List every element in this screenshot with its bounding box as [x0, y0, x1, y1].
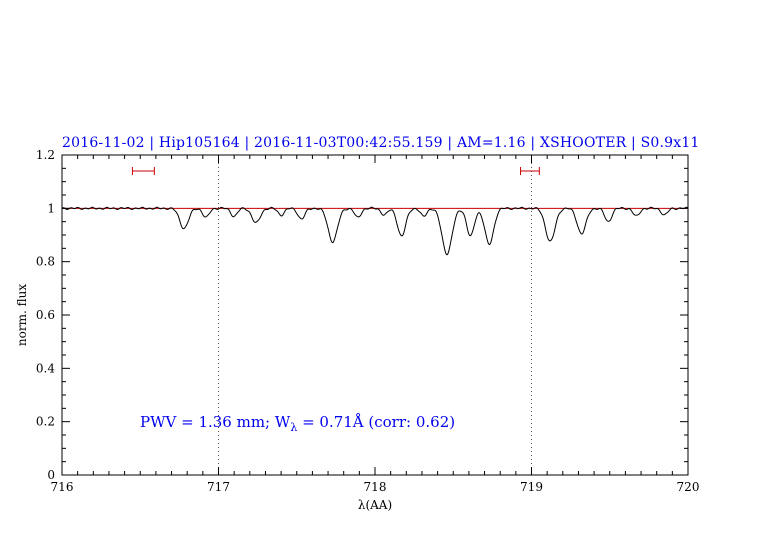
y-tick-label: 0.4	[36, 361, 55, 375]
y-tick-label: 1.2	[36, 148, 55, 162]
x-tick-label: 720	[677, 480, 700, 494]
y-axis-label: norm. flux	[15, 284, 29, 346]
plot-title: 2016-11-02 | Hip105164 | 2016-11-03T00:4…	[62, 135, 700, 151]
pwv-annotation: PWV = 1.36 mm; Wλ = 0.71Å (corr: 0.62)	[140, 413, 455, 434]
x-tick-label: 719	[520, 480, 543, 494]
pwv-annotation-post: = 0.71Å (corr: 0.62)	[297, 413, 456, 431]
x-tick-label: 716	[51, 480, 74, 494]
y-tick-label: 0.8	[36, 255, 55, 269]
y-tick-label: 0.6	[36, 308, 55, 322]
pwv-annotation-sub: λ	[290, 421, 298, 434]
x-tick-label: 718	[364, 480, 387, 494]
y-tick-label: 1	[47, 201, 55, 215]
y-tick-label: 0.2	[36, 415, 55, 429]
x-axis-label: λ(AA)	[358, 498, 392, 512]
x-tick-label: 717	[207, 480, 230, 494]
pwv-annotation-pre: PWV = 1.36 mm; W	[140, 413, 291, 431]
y-tick-label: 0	[47, 468, 55, 482]
spectrum-line	[61, 206, 689, 256]
